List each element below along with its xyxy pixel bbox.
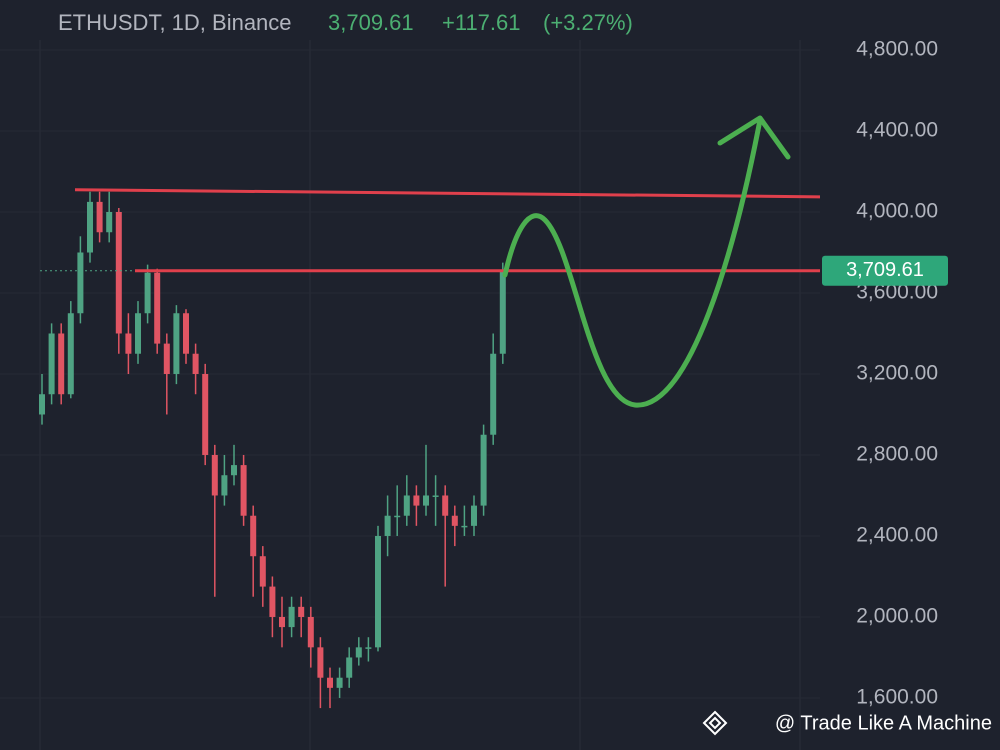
candle-body — [461, 525, 468, 528]
candle-body — [288, 606, 295, 628]
plot: 1,600.00 2,000.00 2,400.00 2,800.00 3,200.00… — [0, 38, 948, 709]
price-change: +117.61 — [442, 10, 521, 35]
candle-body — [298, 606, 305, 617]
price-box — [822, 255, 948, 286]
resistance-line — [74, 188, 821, 199]
y-tick-label: 4,000.00 — [856, 200, 938, 223]
candle-body — [67, 313, 74, 395]
arrow-head — [717, 115, 791, 160]
candle-body — [384, 515, 391, 536]
candle-body — [442, 495, 449, 516]
candle-body — [269, 586, 276, 617]
candle-body — [346, 657, 353, 678]
candle-body — [192, 353, 199, 374]
candle-body — [125, 333, 132, 354]
candle-body — [490, 353, 497, 435]
last-price: 3,709.61 — [328, 10, 414, 35]
candle-body — [240, 465, 247, 516]
logo — [702, 710, 728, 736]
y-tick-label: 4,800.00 — [856, 38, 938, 61]
candle-body — [451, 515, 458, 526]
candle-body — [403, 495, 410, 516]
candle-body — [96, 201, 103, 233]
y-tick-label: 4,400.00 — [856, 119, 938, 142]
y-tick-label: 3,600.00 — [856, 281, 938, 304]
candle-body — [173, 313, 180, 374]
candle-body — [77, 252, 84, 314]
y-tick-label: 1,600.00 — [856, 686, 938, 709]
candle-body — [471, 505, 477, 526]
candle-body — [58, 333, 65, 395]
candle-body — [48, 333, 55, 395]
y-tick-label: 2,400.00 — [856, 524, 938, 547]
candle-body — [336, 677, 343, 688]
watermark: @ Trade Like A Machine — [775, 712, 992, 734]
candle-body — [183, 313, 189, 354]
candle-body — [231, 465, 237, 476]
candle-body — [221, 475, 228, 496]
candle-body — [355, 647, 362, 658]
candle-body — [327, 677, 333, 688]
y-tick-label: 3,200.00 — [856, 362, 938, 385]
candle-body — [394, 515, 401, 518]
candle-body — [106, 212, 113, 233]
y-tick-label: 2,000.00 — [856, 605, 938, 628]
symbol-title: ETHUSDT, 1D, Binance — [58, 10, 292, 35]
y-tick-label: 2,800.00 — [856, 443, 938, 466]
candle-body — [87, 201, 93, 253]
candle-body — [259, 556, 266, 587]
candle-body — [115, 212, 122, 334]
candle-body — [135, 313, 141, 354]
candle-body — [250, 515, 257, 557]
candle-body — [365, 647, 372, 649]
candle-body — [413, 495, 420, 506]
candle-body — [279, 616, 285, 628]
watermark-icon — [702, 710, 728, 736]
candle-body — [480, 434, 487, 506]
candle-body — [317, 647, 324, 678]
candle-body — [307, 616, 314, 648]
candle-body — [211, 454, 218, 496]
candle-body — [499, 270, 506, 354]
candle-body — [39, 394, 45, 415]
candle-body — [154, 272, 161, 344]
price-change-pct: (+3.27%) — [543, 10, 633, 35]
price-box-label: 3,709.61 — [846, 259, 924, 281]
candle-body — [144, 272, 151, 314]
candle-body — [423, 495, 429, 506]
candle-body — [202, 373, 209, 455]
projection-arrow — [502, 117, 763, 408]
candle-body — [432, 495, 439, 497]
candle-body — [163, 343, 170, 374]
candle-body — [375, 535, 381, 648]
